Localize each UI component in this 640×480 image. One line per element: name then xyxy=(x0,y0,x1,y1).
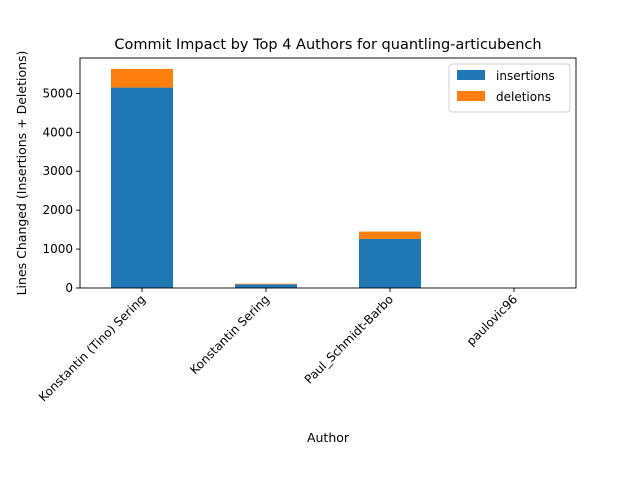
y-tick-label-3: 3000 xyxy=(42,164,73,178)
bars-layer xyxy=(111,68,421,288)
x-tick-label-3: paulovic96 xyxy=(464,292,520,348)
bar-insertions-0 xyxy=(111,87,173,288)
x-tick-label-0: Konstantin (Tino) Sering xyxy=(36,292,148,404)
y-tick-label-5: 5000 xyxy=(42,86,73,100)
y-axis-label: Lines Changed (Insertions + Deletions) xyxy=(14,51,29,296)
x-tick-label-2: Paul_Schmidt-Barbo xyxy=(302,292,396,386)
y-tick-label-1: 1000 xyxy=(42,242,73,256)
legend-label-insertions: insertions xyxy=(496,69,555,83)
legend: insertions deletions xyxy=(448,63,571,113)
y-tick-label-0: 0 xyxy=(65,281,73,295)
y-tick-label-2: 2000 xyxy=(42,203,73,217)
legend-swatch-insertions xyxy=(457,70,485,80)
legend-label-deletions: deletions xyxy=(496,90,551,104)
legend-swatch-deletions xyxy=(457,91,485,101)
plot-frame xyxy=(79,57,577,289)
y-tick-label-4: 4000 xyxy=(42,125,73,139)
chart-title: Commit Impact by Top 4 Authors for quant… xyxy=(114,37,541,53)
x-axis: Konstantin (Tino) Sering Konstantin Serin… xyxy=(36,288,520,404)
y-axis: 0 1000 2000 3000 4000 5000 xyxy=(42,86,80,295)
x-axis-label: Author xyxy=(307,430,350,445)
bar-deletions-2 xyxy=(359,231,421,239)
bar-insertions-2 xyxy=(359,238,421,288)
bar-insertions-1 xyxy=(235,284,297,288)
bar-deletions-0 xyxy=(111,68,173,88)
x-tick-label-1: Konstantin Sering xyxy=(187,292,272,377)
bar-deletions-1 xyxy=(235,283,297,285)
